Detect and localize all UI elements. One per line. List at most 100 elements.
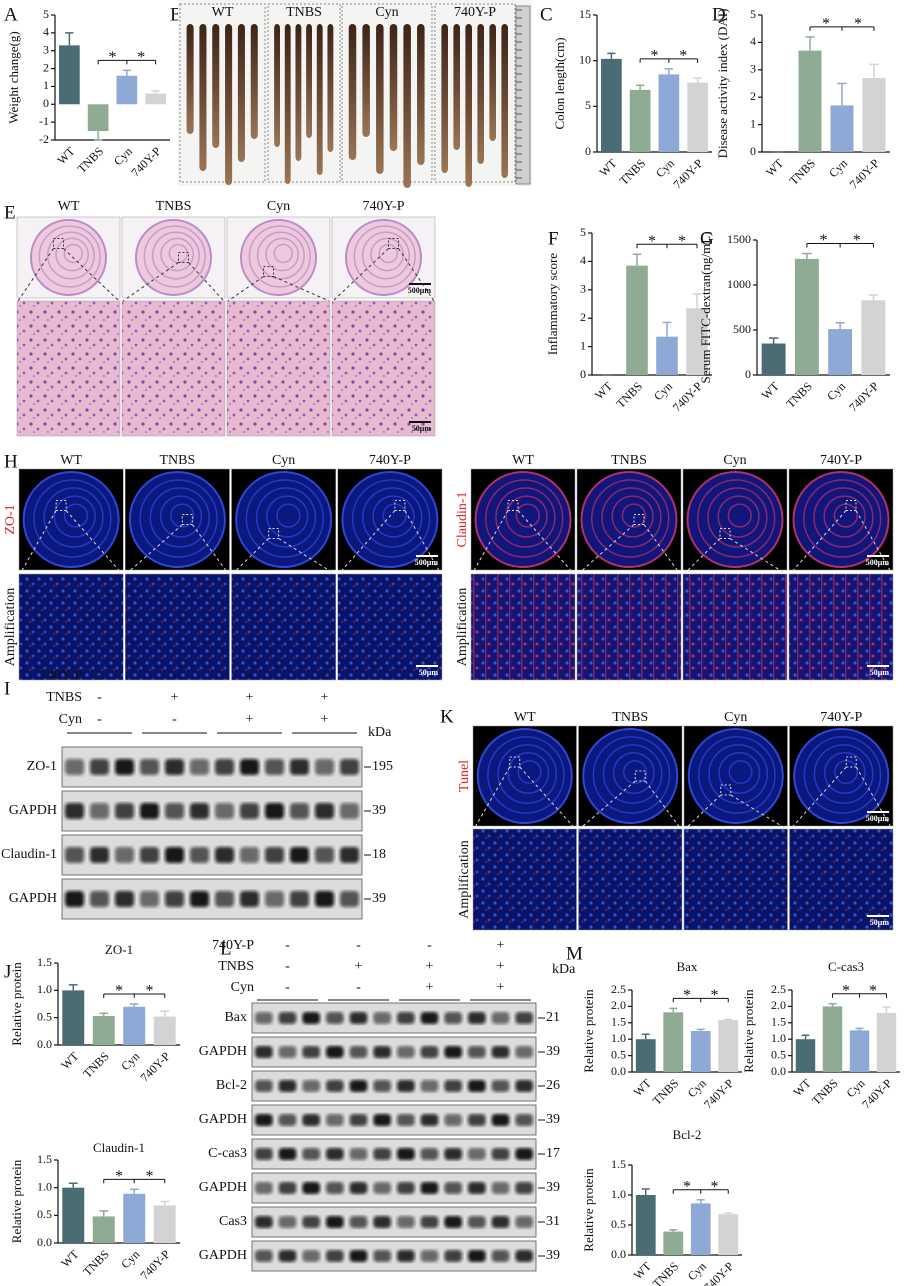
blot-band xyxy=(115,759,134,775)
condition-label: 740Y-P xyxy=(40,668,82,683)
blot-strip xyxy=(251,1002,537,1034)
condition-label: TNBS xyxy=(46,690,82,705)
blot-band xyxy=(290,803,309,819)
colon xyxy=(250,24,258,139)
blot-band xyxy=(165,759,184,775)
y-tick-label: 0 xyxy=(43,96,49,110)
zoom-line xyxy=(188,262,225,302)
chart-title: Claudin-1 xyxy=(93,1140,145,1155)
group-label: 740Y-P xyxy=(369,453,411,468)
blot-band xyxy=(491,1046,510,1058)
tissue-ring xyxy=(63,503,89,528)
bar xyxy=(635,1195,656,1255)
y-tick-label: 0.5 xyxy=(611,1047,626,1061)
zoom-line xyxy=(122,262,179,302)
y-tick-label: 0.5 xyxy=(37,1009,52,1023)
blot-band xyxy=(90,847,109,863)
blot-strip xyxy=(61,746,363,788)
significance-star: * xyxy=(109,49,117,66)
blot-band xyxy=(165,847,184,863)
bar xyxy=(861,300,886,375)
blot-strip xyxy=(251,1240,537,1272)
zoom-line xyxy=(273,276,330,302)
y-tick-label: 1.5 xyxy=(37,1152,52,1166)
zoom-line xyxy=(643,524,681,575)
row-label: Cas3 xyxy=(219,1214,247,1229)
group-box xyxy=(434,3,516,183)
colon xyxy=(501,24,508,178)
y-tick-label: 0 xyxy=(585,144,591,158)
blot-band xyxy=(115,891,134,907)
bar xyxy=(663,1231,684,1255)
y-tick-label: 0.0 xyxy=(611,1064,626,1078)
zoom-line xyxy=(278,538,336,575)
y-tick-label: 2 xyxy=(580,310,586,324)
zoom-box xyxy=(633,514,645,525)
blot-band xyxy=(290,847,309,863)
significance-star: * xyxy=(822,16,830,33)
y-tick-label: 0 xyxy=(745,367,751,381)
bar xyxy=(798,50,822,153)
colon xyxy=(306,24,312,138)
bar xyxy=(718,1020,739,1072)
tissue-ring xyxy=(708,744,769,804)
tissue-ring xyxy=(63,243,84,264)
blot-band xyxy=(278,1182,297,1194)
bar xyxy=(686,308,708,375)
blot-band xyxy=(340,847,359,863)
y-tick-label: 1.0 xyxy=(771,1031,786,1045)
blot-band xyxy=(302,1046,320,1058)
tissue-ring xyxy=(46,231,95,280)
y-tick-label: 5 xyxy=(750,7,756,21)
blot-band xyxy=(468,1114,486,1126)
zoom-line xyxy=(19,510,57,575)
y-tick-label: 0.0 xyxy=(611,1247,626,1261)
blot-band xyxy=(302,1012,320,1024)
condition-sign: - xyxy=(97,712,102,727)
bar xyxy=(658,74,680,152)
row-label: GAPDH xyxy=(199,1248,247,1263)
blot-band xyxy=(444,1114,462,1126)
zoom-image xyxy=(576,573,682,681)
kda-label: 26 xyxy=(546,1078,560,1093)
y-tick-label: -1 xyxy=(39,114,49,128)
blot-band xyxy=(491,1250,510,1262)
y-tick-label: 0 xyxy=(580,367,586,381)
row-label: ZO-1 xyxy=(27,759,57,774)
panel-letter: F xyxy=(548,228,559,249)
y-axis-label: Disease activity index (DAI) xyxy=(715,9,730,159)
colon xyxy=(489,24,496,141)
y-axis-label: Relative protein xyxy=(741,989,756,1073)
blot-strip xyxy=(61,878,363,920)
blot-band xyxy=(515,1114,533,1126)
group-label: WT xyxy=(60,453,82,468)
blot-band xyxy=(265,891,284,907)
y-tick-label: 2 xyxy=(750,89,756,103)
bar xyxy=(153,1016,176,1045)
tissue-ring xyxy=(160,237,194,272)
colon xyxy=(295,24,302,161)
bar xyxy=(862,78,886,152)
tissue-ring xyxy=(803,736,882,814)
blot-band xyxy=(349,1250,368,1262)
tissue-ring xyxy=(273,243,294,264)
tissue-ring xyxy=(149,487,210,548)
panel-letter: H xyxy=(4,451,18,472)
significance-star: * xyxy=(648,233,656,250)
y-tick-label: 15 xyxy=(579,7,591,21)
blot-band xyxy=(215,891,234,907)
zoom-line xyxy=(232,538,269,575)
kda-label: 39 xyxy=(546,1044,560,1059)
group-label: WT xyxy=(58,199,80,214)
tissue-section xyxy=(687,728,784,824)
blot-band xyxy=(240,891,259,907)
condition-sign: - xyxy=(172,668,177,683)
blot-band xyxy=(491,1080,510,1092)
scale-label: 50μm xyxy=(870,918,890,927)
blot-band xyxy=(215,759,234,775)
blot-band xyxy=(349,1012,368,1024)
blot-band xyxy=(265,759,284,775)
zoom-line xyxy=(729,538,787,575)
y-tick-label: 3 xyxy=(43,42,49,56)
